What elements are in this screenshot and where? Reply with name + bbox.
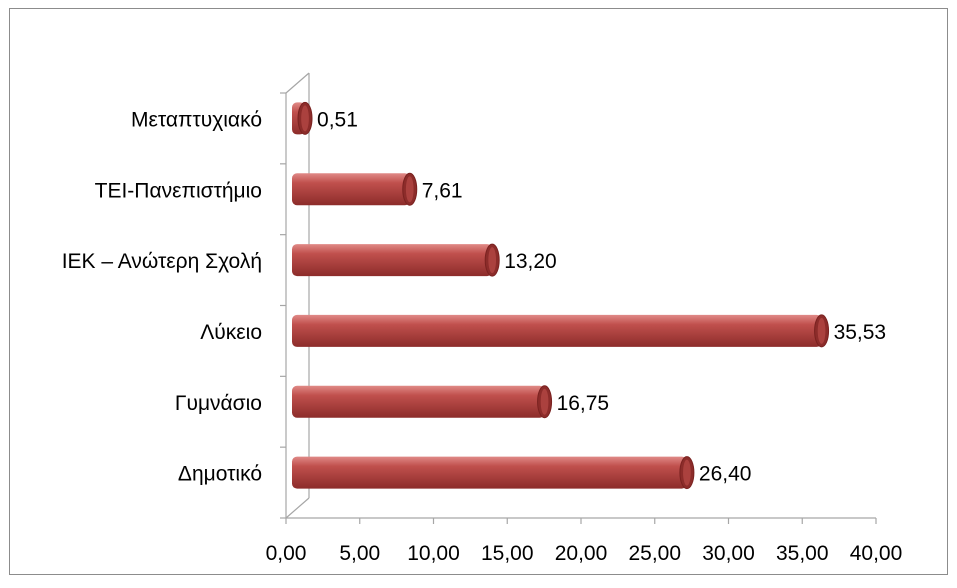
x-tick-label: 40,00	[850, 542, 903, 565]
data-label: 0,51	[317, 108, 358, 131]
bars	[292, 101, 830, 490]
data-label: 7,61	[422, 179, 463, 202]
bar-end-cap-highlight	[405, 176, 414, 203]
side-wall-top-edge	[285, 72, 310, 94]
axes: 0,00 5,00 10,00 15,00 20,00 25,00 30,00 35,00 40…	[266, 72, 903, 565]
category-label: Μεταπτυχιακό	[131, 108, 262, 131]
data-label: 26,40	[699, 463, 752, 486]
x-tick-label: 15,00	[481, 542, 534, 565]
bar	[292, 385, 545, 418]
x-tick-label: 20,00	[555, 542, 608, 565]
category-label: ΙΕΚ – Ανώτερη Σχολή	[62, 250, 262, 273]
bar-end-cap-highlight	[683, 459, 691, 486]
x-tick-label: 30,00	[702, 542, 755, 565]
bar-end-cap-highlight	[488, 247, 497, 274]
bar	[292, 314, 822, 347]
x-tick-label: 10,00	[407, 542, 460, 565]
chart-border	[9, 8, 948, 575]
category-label: ΤΕΙ-Πανεπιστήμιο	[95, 179, 262, 202]
data-label: 16,75	[557, 392, 610, 415]
bar	[292, 456, 687, 489]
category-label: Δημοτικό	[178, 463, 262, 486]
bar	[292, 173, 410, 206]
category-label: Λύκειο	[200, 321, 262, 344]
data-label: 13,20	[504, 250, 557, 273]
x-tick-label: 35,00	[776, 542, 829, 565]
data-label: 35,53	[834, 321, 887, 344]
bar-end-cap-highlight	[301, 105, 309, 132]
bar	[292, 244, 493, 277]
floor-edge	[285, 497, 310, 519]
labels: Δημοτικό 26,40 Γυμνάσιο 16,75 Λύκειο 35,53 ΙΕΚ…	[62, 108, 886, 485]
bar-end-cap-highlight	[817, 317, 826, 344]
bar-end-cap-highlight	[540, 388, 549, 415]
category-label: Γυμνάσιο	[175, 392, 262, 415]
x-tick-label: 25,00	[628, 542, 681, 565]
x-tick-label: 0,00	[266, 542, 307, 565]
x-tick-label: 5,00	[339, 542, 380, 565]
